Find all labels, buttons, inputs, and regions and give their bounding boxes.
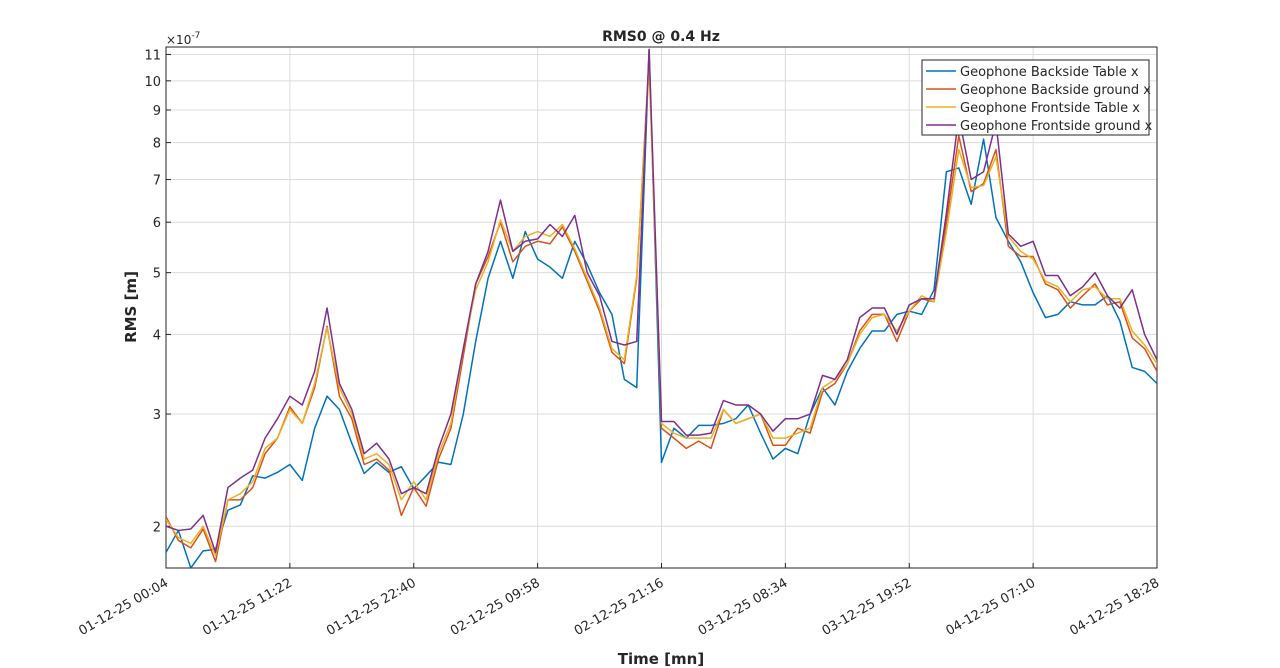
- x-tick-label: 04-12-25 07:10: [943, 576, 1038, 639]
- x-tick-label: 02-12-25 09:58: [448, 576, 543, 639]
- y-tick-label: 3: [153, 408, 161, 423]
- x-tick-label: 04-12-25 18:28: [1067, 576, 1162, 639]
- y-tick-label: 2: [153, 520, 161, 535]
- legend-label: Geophone Frontside ground x: [960, 119, 1153, 134]
- legend-label: Geophone Backside Table x: [960, 65, 1139, 80]
- x-axis-label: Time [mn]: [618, 650, 704, 668]
- y-exponent-value: -7: [191, 31, 200, 41]
- y-tick-label: 6: [153, 216, 161, 231]
- legend-box: [921, 59, 1150, 136]
- y-tick-label: 7: [153, 174, 161, 189]
- series-line: [166, 66, 1157, 557]
- x-tick-label: 02-12-25 21:16: [572, 576, 667, 639]
- y-multiplier: ×10: [166, 33, 191, 47]
- y-tick-label: 9: [153, 104, 161, 119]
- legend-label: Geophone Frontside Table x: [960, 101, 1140, 116]
- axes-box: [165, 46, 1158, 569]
- y-tick-label: 10: [144, 75, 161, 90]
- x-tick-label: 01-12-25 11:22: [200, 576, 295, 639]
- y-axis-label: RMS [m]: [122, 271, 140, 343]
- legend-label: Geophone Backside ground x: [960, 83, 1151, 98]
- y-tick-label: 4: [153, 328, 161, 343]
- y-tick-label: 5: [153, 267, 161, 282]
- series-line: [166, 48, 1157, 568]
- x-tick-label: 03-12-25 19:52: [820, 576, 915, 639]
- y-exponent: ×10-7: [166, 31, 200, 47]
- y-tick-label: 11: [144, 48, 161, 63]
- chart-title: RMS0 @ 0.4 Hz: [602, 29, 720, 45]
- y-tick-label: 8: [153, 137, 161, 152]
- x-tick-label: 01-12-25 22:40: [324, 576, 419, 639]
- series-line: [166, 48, 1157, 554]
- x-tick-label: 01-12-25 00:04: [76, 576, 171, 639]
- x-tick-label: 03-12-25 08:34: [696, 576, 791, 639]
